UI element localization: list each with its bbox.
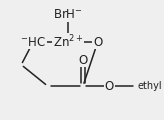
Text: O: O bbox=[78, 54, 88, 66]
Text: O: O bbox=[105, 80, 114, 93]
Text: $^{-}$HC: $^{-}$HC bbox=[20, 36, 46, 49]
Text: BrH$^{-}$: BrH$^{-}$ bbox=[53, 8, 83, 21]
Text: ethyl: ethyl bbox=[137, 81, 162, 91]
Text: Zn$^{2+}$: Zn$^{2+}$ bbox=[53, 34, 83, 51]
Text: O: O bbox=[93, 36, 102, 49]
